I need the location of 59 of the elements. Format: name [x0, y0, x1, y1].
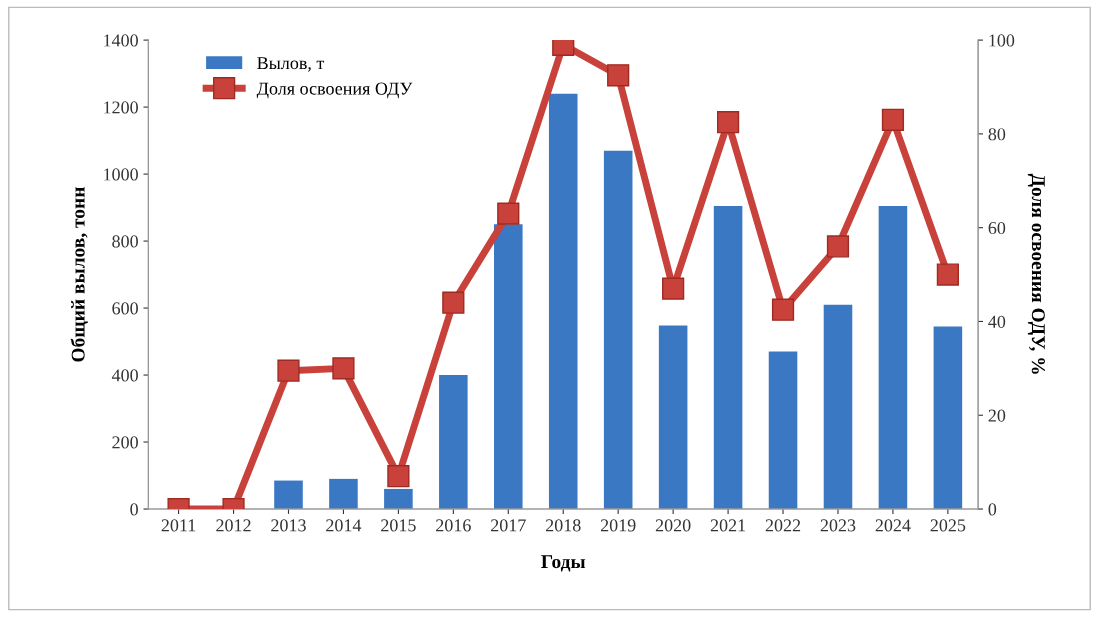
- x-tick-label: 2025: [930, 519, 966, 532]
- x-tick-label: 2019: [600, 519, 636, 532]
- y-tick-label: 200: [112, 436, 138, 449]
- bar: [548, 93, 578, 510]
- x-tick-label: 2016: [436, 519, 471, 532]
- y2-tick-label: 60: [988, 221, 1006, 235]
- legend-label: Вылов, т: [257, 57, 325, 72]
- bar: [658, 325, 688, 510]
- x-tick-label: 2020: [655, 519, 691, 532]
- x-tick-label: 2022: [765, 519, 801, 532]
- point: [662, 277, 685, 300]
- point: [332, 357, 355, 380]
- x-tick-label: 2024: [875, 519, 911, 532]
- point: [387, 465, 410, 488]
- y-tick-label: 1000: [104, 168, 138, 181]
- y-axis-title: Общий вылов, тонн: [70, 187, 88, 362]
- y2-axis-title: Доля освоения ОДУ, %: [1027, 173, 1045, 374]
- x-tick-label: 2014: [326, 519, 362, 532]
- y-tick-label: 1200: [104, 101, 138, 114]
- bar: [933, 326, 963, 510]
- bar: [274, 480, 303, 510]
- y2-tick-label: 40: [988, 315, 1006, 328]
- bar: [603, 150, 633, 510]
- x-tick-label: 2018: [545, 519, 581, 532]
- y2-tick-label: 80: [988, 128, 1006, 141]
- bar: [439, 375, 468, 510]
- point: [497, 202, 520, 225]
- x-tick-label: 2013: [271, 519, 306, 532]
- y2-tick-label: 20: [988, 409, 1006, 422]
- bar: [713, 205, 743, 510]
- point: [442, 291, 465, 314]
- x-tick-label: 2012: [216, 519, 251, 532]
- legend-label: Доля освоения ОДУ: [256, 82, 413, 99]
- point: [936, 263, 959, 286]
- y2-tick-label: 100: [989, 34, 1015, 47]
- y-tick-label: 0: [130, 503, 138, 516]
- x-tick-label: 2015: [381, 519, 416, 532]
- point: [277, 359, 300, 382]
- y-tick-label: 600: [112, 302, 138, 315]
- point: [607, 64, 630, 87]
- bar: [768, 351, 798, 510]
- point: [771, 298, 795, 321]
- bar: [384, 488, 413, 510]
- x-tick-label: 2017: [491, 519, 526, 532]
- y-tick-label: 800: [112, 235, 138, 248]
- bar: [823, 304, 853, 510]
- bar: [329, 478, 358, 510]
- y-tick-label: 400: [111, 369, 138, 382]
- x-tick-label: 2023: [820, 519, 856, 532]
- bar: [878, 205, 908, 510]
- y2-tick-label: 0: [988, 503, 997, 516]
- point: [826, 235, 850, 258]
- x-tick-label: 2021: [710, 519, 746, 532]
- y-tick-label: 1400: [104, 34, 138, 47]
- x-axis-title: Годы: [541, 555, 586, 572]
- bar: [494, 224, 523, 510]
- point: [716, 111, 740, 134]
- point: [881, 108, 905, 131]
- x-tick-label: 2011: [161, 519, 196, 532]
